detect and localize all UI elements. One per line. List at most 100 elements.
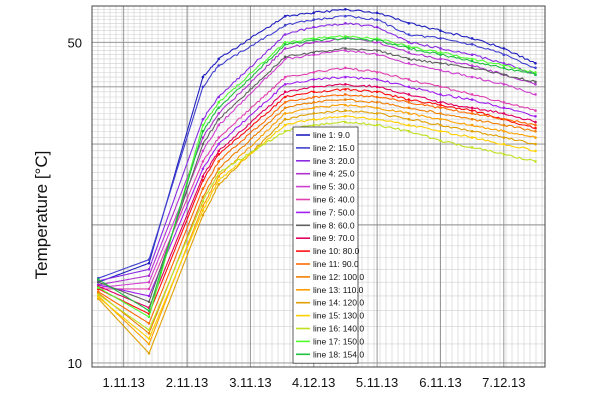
- data-point: [312, 85, 316, 89]
- data-point: [534, 142, 537, 146]
- data-point: [312, 112, 316, 115]
- data-point: [344, 103, 347, 107]
- data-point: [201, 75, 205, 79]
- data-point: [439, 112, 442, 115]
- data-point: [534, 129, 537, 133]
- data-point: [502, 101, 506, 104]
- plot-frame: [91, 5, 546, 368]
- legend-label: line 5: 30.0: [313, 182, 355, 192]
- legend-label: line 16: 140.0: [313, 324, 364, 334]
- data-point: [534, 120, 537, 124]
- data-point: [283, 47, 287, 50]
- data-point: [201, 117, 205, 121]
- x-tick-label: 2.11.13: [166, 375, 208, 390]
- data-point: [375, 101, 379, 104]
- data-point: [201, 85, 205, 89]
- data-point: [201, 204, 205, 208]
- data-point: [217, 160, 220, 163]
- data-point: [502, 73, 506, 76]
- data-point: [217, 183, 220, 186]
- data-point: [344, 22, 347, 25]
- x-tick-labels: 1.11.13 2.11.13 3.11.13 4.12.13 5.11.13 6.11.…: [102, 375, 525, 390]
- data-point: [502, 142, 506, 146]
- data-point: [375, 117, 379, 121]
- data-point: [312, 41, 316, 44]
- data-point: [344, 49, 347, 52]
- data-point: [407, 22, 411, 25]
- data-point: [217, 179, 220, 182]
- data-point: [439, 62, 442, 65]
- data-point: [147, 332, 151, 335]
- data-point: [534, 123, 537, 127]
- data-point: [283, 83, 287, 86]
- data-point: [375, 123, 379, 127]
- series-lines: [97, 8, 537, 355]
- data-point: [201, 167, 205, 171]
- data-point: [534, 126, 537, 130]
- data-point: [407, 129, 411, 133]
- data-point: [147, 258, 151, 261]
- data-point: [470, 59, 474, 63]
- data-point: [344, 83, 347, 86]
- data-point: [407, 51, 411, 54]
- data-point: [502, 106, 506, 110]
- data-point: [502, 129, 506, 133]
- data-point: [97, 296, 100, 299]
- data-point: [470, 98, 474, 101]
- data-point: [439, 51, 442, 54]
- data-point: [439, 103, 442, 107]
- data-point: [147, 337, 151, 340]
- data-point: [201, 160, 205, 163]
- data-point: [375, 85, 379, 89]
- y-tick-label: 10: [68, 356, 82, 371]
- data-point: [439, 37, 442, 40]
- data-point: [502, 64, 506, 67]
- data-point: [283, 117, 287, 121]
- legend-label: line 13: 110.0: [313, 285, 364, 295]
- data-point: [283, 14, 287, 18]
- data-point: [344, 8, 347, 11]
- y-tick-label: 50: [68, 35, 82, 50]
- y-tick-labels: 10 50: [68, 35, 82, 371]
- x-tick-label: 3.11.13: [229, 375, 271, 390]
- x-tick-label: 1.11.13: [102, 375, 144, 390]
- data-point: [344, 98, 347, 101]
- data-point: [407, 57, 411, 61]
- data-point: [502, 66, 506, 70]
- data-point: [283, 90, 287, 94]
- data-point: [312, 39, 316, 42]
- data-point: [283, 33, 287, 36]
- data-point: [147, 328, 151, 332]
- data-point: [147, 300, 151, 304]
- data-point: [534, 136, 537, 139]
- data-point: [344, 66, 347, 70]
- data-point: [375, 53, 379, 56]
- data-point: [312, 123, 316, 127]
- data-point: [470, 64, 474, 67]
- data-point: [534, 62, 537, 65]
- data-point: [470, 93, 474, 96]
- data-point: [470, 112, 474, 115]
- data-point: [375, 49, 379, 52]
- data-point: [407, 62, 411, 65]
- data-point: [502, 112, 506, 115]
- data-point: [407, 112, 411, 115]
- data-point: [407, 117, 411, 121]
- data-point: [312, 117, 316, 121]
- data-point: [502, 47, 506, 50]
- data-point: [407, 78, 411, 81]
- data-point: [502, 53, 506, 56]
- data-point: [407, 93, 411, 96]
- legend-label: line 8: 60.0: [313, 220, 355, 230]
- data-point: [534, 71, 537, 74]
- data-point: [97, 280, 100, 284]
- data-point: [375, 112, 379, 115]
- legend-label: line 1: 9.0: [313, 130, 350, 140]
- data-point: [147, 261, 151, 265]
- data-point: [217, 112, 220, 115]
- data-point: [375, 18, 379, 22]
- x-tick-label: 6.11.13: [419, 375, 461, 390]
- data-point: [217, 106, 220, 110]
- data-point: [147, 315, 151, 319]
- data-point: [147, 294, 151, 298]
